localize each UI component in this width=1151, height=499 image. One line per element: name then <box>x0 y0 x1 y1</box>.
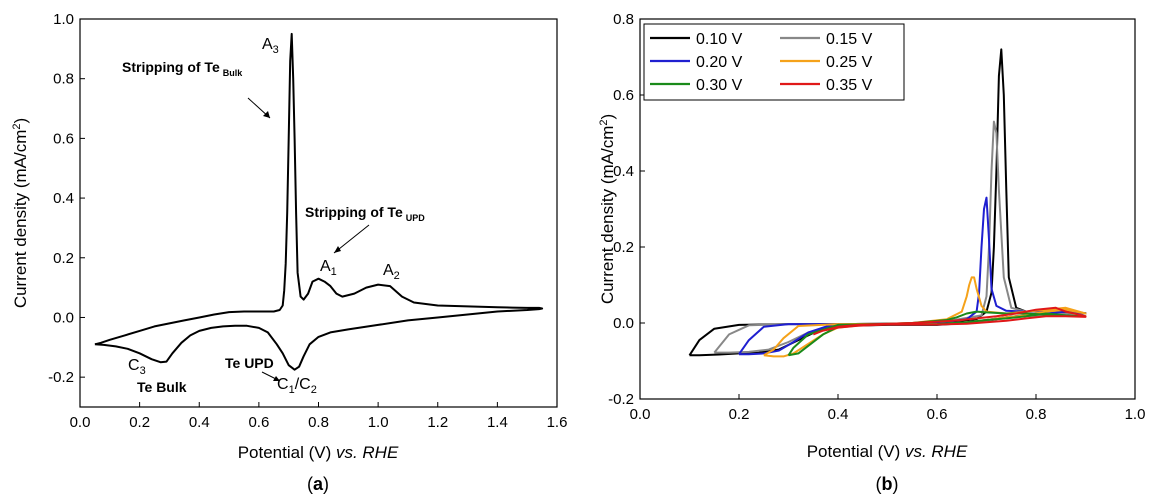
y-tick-label: 0.2 <box>53 250 74 267</box>
x-tick-label: 1.4 <box>487 414 508 431</box>
arrowhead-stripping-bulk <box>263 111 270 118</box>
x-tick-label: 0.0 <box>70 414 91 431</box>
x-tick-label: 0.6 <box>248 414 269 431</box>
x-tick-label: 0.4 <box>828 406 849 423</box>
x-tick-label: 0.2 <box>129 414 150 431</box>
legend-entry: 0.10 V <box>696 31 743 48</box>
chart-panel-a: 0.0 0.2 0.4 0.6 0.8 1.0 1.2 1.4 1.6 -0.20.00.20.… <box>11 11 567 494</box>
annotation-stripping-upd: Stripping of Te UPD <box>305 204 425 223</box>
x-axis-label-b: Potential (V) vs. RHE <box>807 442 968 461</box>
x-axis-label-a: Potential (V) vs. RHE <box>238 443 399 462</box>
y-tick-label: 0.8 <box>53 71 74 88</box>
legend-entry: 0.35 V <box>826 77 873 94</box>
arrowhead-stripping-upd <box>334 246 341 253</box>
x-tick-label: 0.8 <box>1026 406 1047 423</box>
annotation-te-bulk: Te Bulk <box>137 379 187 395</box>
x-tick-label: 0.2 <box>729 406 750 423</box>
legend-entry: 0.25 V <box>826 54 873 71</box>
peak-label-a1: A1 <box>320 258 337 278</box>
y-tick-label: -0.2 <box>608 391 634 408</box>
y-tick-label: 1.0 <box>53 11 74 28</box>
legend-entry: 0.20 V <box>696 54 743 71</box>
y-tick-label: 0.6 <box>53 130 74 147</box>
panel-label-b: (b) <box>876 474 899 494</box>
annotation-te-upd: Te UPD <box>225 355 274 371</box>
legend-entry: 0.15 V <box>826 31 873 48</box>
x-tick-label: 0.0 <box>630 406 651 423</box>
series-line-030 <box>787 310 1087 357</box>
y-tick-label: 0.0 <box>53 309 74 326</box>
y-tick-label: 0.4 <box>613 163 634 180</box>
peak-label-a3: A3 <box>262 36 279 56</box>
y-tick-label: -0.2 <box>48 369 74 386</box>
y-tick-label: 0.8 <box>613 11 634 28</box>
series-line-0 <box>94 32 544 371</box>
y-tick-label: 0.2 <box>613 239 634 256</box>
x-ticks-a: 0.0 0.2 0.4 0.6 0.8 1.0 1.2 1.4 1.6 <box>70 402 568 431</box>
y-tick-label: 0.4 <box>53 190 74 207</box>
x-tick-label: 0.8 <box>308 414 329 431</box>
peak-label-c1-c2: C1/C2 <box>277 376 317 396</box>
y-axis-label-a: Current density (mA/cm2) <box>11 118 30 308</box>
x-tick-label: 0.4 <box>189 414 210 431</box>
series-line-035 <box>812 306 1087 336</box>
plot-frame-b <box>639 18 1136 400</box>
panel-label-a: (a) <box>307 474 329 494</box>
peak-label-a2: A2 <box>383 262 400 282</box>
x-tick-label: 0.6 <box>927 406 948 423</box>
y-tick-label: 0.0 <box>613 315 634 332</box>
legend: 0.10 V 0.15 V 0.20 V 0.25 V 0.30 V 0.35 V <box>643 23 905 101</box>
x-tick-label: 1.2 <box>427 414 448 431</box>
x-tick-label: 1.0 <box>368 414 389 431</box>
peak-label-c3: C3 <box>128 357 146 377</box>
x-tick-label: 1.0 <box>1125 406 1146 423</box>
series-group-b <box>688 48 1087 358</box>
y-ticks-a: -0.2 0.0 0.2 0.4 0.6 0.8 1.0 <box>48 11 85 386</box>
legend-entry: 0.30 V <box>696 77 743 94</box>
annotation-stripping-bulk: Stripping of Te Bulk <box>122 59 243 78</box>
y-tick-label: 0.6 <box>613 87 634 104</box>
arrowhead-te-upd <box>273 376 280 381</box>
arrow-stripping-upd <box>333 224 370 254</box>
x-ticks-b: 0.0 0.2 0.4 0.6 0.8 1.0 <box>630 394 1146 423</box>
series-group-a <box>94 32 544 371</box>
chart-panel-b: 0.0 0.2 0.4 0.6 0.8 1.0 -0.20.00.20.40.60.8 P… <box>598 11 1145 494</box>
y-axis-label-b: Current density (mA/cm2) <box>598 114 617 304</box>
x-tick-label: 1.6 <box>547 414 568 431</box>
y-ticks-b: -0.2 0.0 0.2 0.4 0.6 0.8 <box>608 11 645 408</box>
series-line-020 <box>738 196 1087 356</box>
